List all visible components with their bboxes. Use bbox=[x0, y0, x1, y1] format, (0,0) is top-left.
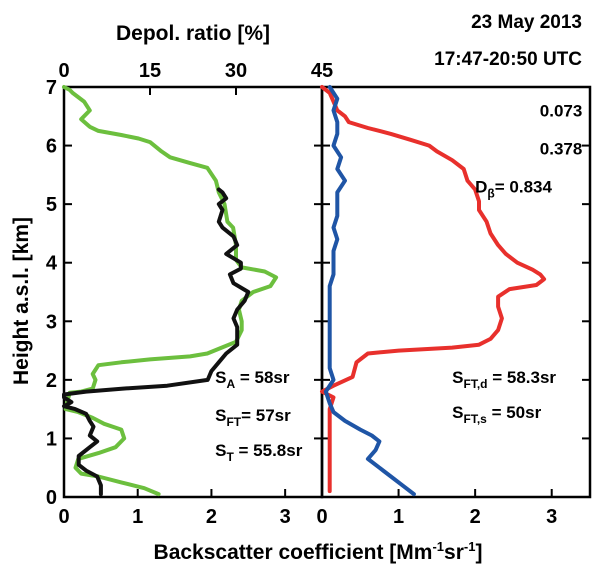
y-tick-label: 2 bbox=[46, 370, 57, 392]
top-tick-label: 45 bbox=[311, 60, 333, 82]
panel-1-x-tick-label: 3 bbox=[280, 506, 291, 528]
x-axis-label-mid: sr bbox=[444, 541, 464, 564]
y-tick-label: 4 bbox=[46, 253, 58, 275]
panel-2-x-tick-label: 3 bbox=[546, 506, 557, 528]
panel-2-red-profile bbox=[320, 85, 547, 494]
date-label: 23 May 2013 bbox=[471, 12, 582, 33]
top-axis-label: Depol. ratio [%] bbox=[116, 22, 270, 45]
top-tick-label: 0 bbox=[58, 60, 69, 82]
y-axis-label: Height a.s.l. [km] bbox=[10, 217, 33, 385]
x-axis-label-sup2: -1 bbox=[464, 539, 476, 554]
panel-1-black-profile bbox=[62, 187, 251, 497]
panel-1-x-tick-label: 0 bbox=[58, 506, 69, 528]
panel-1-annotation: ST = 55.8sr bbox=[215, 441, 303, 464]
y-tick-label: 5 bbox=[46, 194, 57, 216]
top-tick-label: 15 bbox=[139, 60, 161, 82]
y-tick-label: 1 bbox=[46, 428, 57, 450]
panel-2-x-tick-label: 1 bbox=[393, 506, 404, 528]
x-axis-label: Backscatter coefficient [Mm-1sr-1] bbox=[154, 539, 483, 564]
panel-2-x-tick-label: 0 bbox=[316, 506, 327, 528]
y-tick-label: 7 bbox=[46, 77, 57, 99]
x-axis-label-end: ] bbox=[475, 541, 482, 564]
top-tick-label: 30 bbox=[225, 60, 247, 82]
x-axis-label-main: Backscatter coefficient [Mm bbox=[154, 541, 433, 564]
y-tick-label: 0 bbox=[46, 487, 57, 509]
time-label: 17:47-20:50 UTC bbox=[434, 49, 582, 70]
panel-1-annotation: SFT= 57sr bbox=[215, 406, 291, 429]
panel-1-x-tick-label: 1 bbox=[132, 506, 143, 528]
panel-2-frame bbox=[320, 85, 592, 499]
panel-2-annotation: SFT,d = 58.3sr bbox=[452, 368, 556, 391]
panel-2-annotation: Dβ= 0.834 bbox=[475, 177, 552, 200]
panel-1-frame bbox=[62, 85, 324, 499]
panel-2-annotation: 0.073 bbox=[540, 101, 583, 120]
panel-2-annotation: SFT,s = 50sr bbox=[452, 403, 541, 426]
panel-1-green-profile bbox=[62, 85, 279, 497]
panel-2-annotation: 0.378 bbox=[540, 139, 583, 158]
panel-2-x-tick-label: 2 bbox=[470, 506, 481, 528]
panel-1-annotation: SA = 58sr bbox=[215, 368, 290, 391]
x-axis-label-sup1: -1 bbox=[432, 539, 444, 554]
panel-2-blue-profile bbox=[323, 85, 416, 497]
y-tick-label: 6 bbox=[46, 136, 57, 158]
panel-1-x-tick-label: 2 bbox=[206, 506, 217, 528]
y-tick-label: 3 bbox=[46, 311, 57, 333]
